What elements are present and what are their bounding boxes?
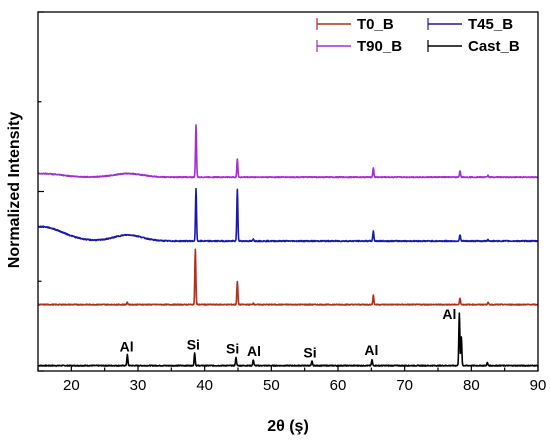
- series-line-cast-b: [37, 312, 539, 367]
- legend-label: Cast_B: [468, 38, 520, 55]
- series-line-t45-b: [37, 187, 539, 243]
- x-tick-label: 20: [63, 377, 80, 394]
- y-axis-title: Normalized Intensity: [6, 112, 23, 269]
- series-line-t90-b: [37, 124, 539, 179]
- peak-label-si: Si: [303, 344, 316, 360]
- legend-item-t0-b: T0_B: [316, 16, 394, 33]
- peak-label-al: Al: [247, 343, 261, 359]
- x-tick-label: 70: [396, 377, 413, 394]
- plot-frame: [37, 11, 539, 372]
- legend-item-t45-b: T45_B: [427, 16, 513, 33]
- x-tick-label: 50: [263, 377, 280, 394]
- legend-label: T0_B: [357, 16, 394, 33]
- peak-label-al: Al: [120, 339, 134, 355]
- legend-label: T90_B: [357, 38, 402, 55]
- axes: 20 30 40 50 60 70 80 90: [37, 11, 547, 394]
- peak-label-al: Al: [364, 342, 378, 358]
- peak-label-si: Si: [187, 336, 200, 352]
- legend-label: T45_B: [468, 16, 513, 33]
- peak-label-al: Al: [442, 306, 456, 322]
- x-axis-title: 2θ (ş): [267, 418, 309, 435]
- legend-item-cast-b: Cast_B: [427, 38, 520, 55]
- x-tick-label: 90: [530, 377, 547, 394]
- x-tick-label: 80: [463, 377, 480, 394]
- x-tick-label: 60: [330, 377, 347, 394]
- legend: T0_B T45_B T90_B Cast_B: [316, 16, 520, 55]
- series-line-t0-b: [37, 248, 539, 306]
- x-tick-label: 40: [196, 377, 213, 394]
- legend-item-t90-b: T90_B: [316, 38, 402, 55]
- x-tick-label: 30: [130, 377, 147, 394]
- plot-area: Al Si Si Al Si Al Al: [37, 124, 539, 367]
- peak-label-si: Si: [226, 340, 239, 356]
